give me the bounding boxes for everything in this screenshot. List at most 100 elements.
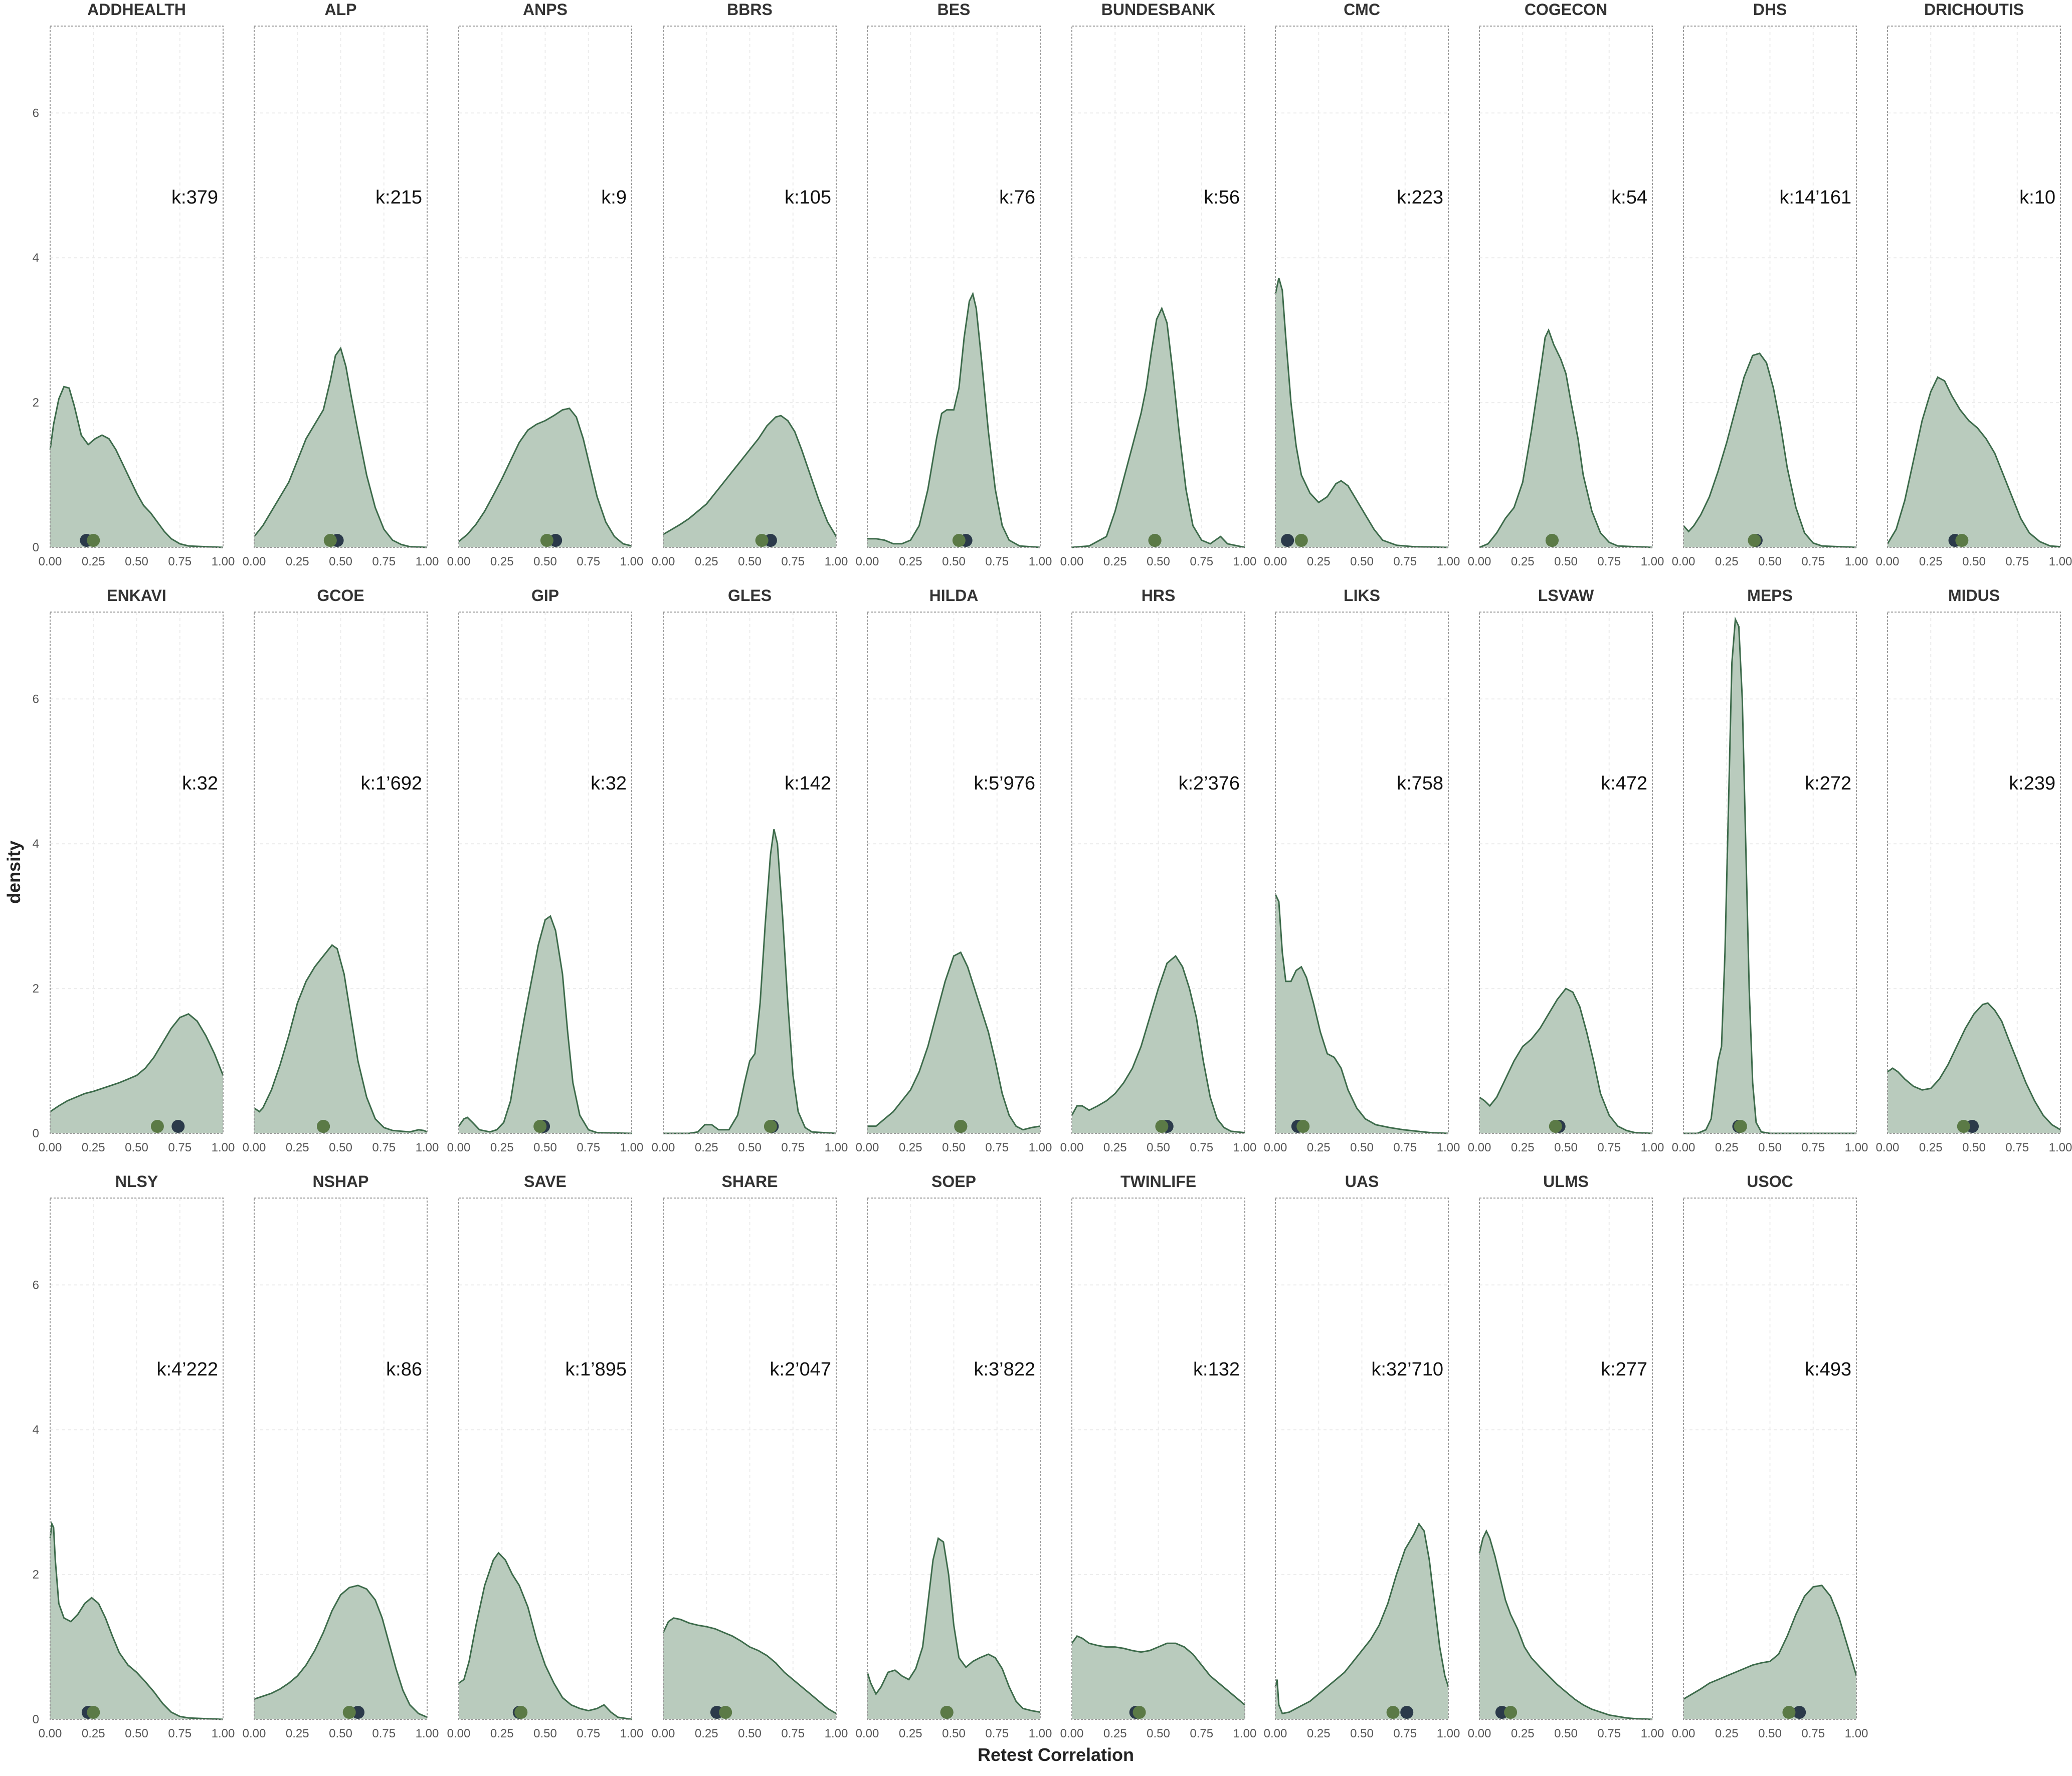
panel-frame [1683, 612, 1857, 1134]
x-tick-label: 0.75 [577, 1727, 600, 1740]
panel-title: LSVAW [1538, 586, 1594, 605]
x-tick-label: 1.00 [1029, 555, 1052, 568]
median-marker [719, 1706, 732, 1719]
x-tick-label: 0.00 [1876, 1141, 1900, 1154]
y-tick-label: 0 [33, 1127, 39, 1140]
x-tick-label: 0.25 [1103, 1141, 1127, 1154]
x-tick-label: 0.00 [1264, 555, 1287, 568]
panel-frame [254, 26, 428, 548]
x-tick-label: 0.25 [1511, 555, 1535, 568]
x-tick-label: 0.75 [168, 1141, 192, 1154]
x-tick-label: 0.75 [372, 1141, 396, 1154]
panel-alp: ALP k:215 0.00 0.25 0.50 0.75 1.00 [243, 1, 439, 568]
median-marker [87, 1706, 100, 1719]
panel-title: SOEP [931, 1172, 976, 1191]
panel-frame [1275, 1198, 1449, 1720]
x-tick-label: 0.50 [1554, 1727, 1578, 1740]
x-tick-label: 0.25 [490, 1141, 514, 1154]
x-tick-label: 0.75 [1801, 1727, 1825, 1740]
density-curve [1274, 278, 1449, 548]
x-tick-label: 0.50 [1350, 1141, 1374, 1154]
x-tick-label: 1.00 [620, 1727, 644, 1740]
k-label: k:10 [2019, 187, 2055, 208]
density-area [1275, 894, 1448, 1133]
panel-addhealth: ADDHEALTH k:379 0.00 0.25 0.50 0.75 1.00 0 2 4 6 [33, 1, 235, 568]
density-curve [1683, 616, 1856, 1134]
median-marker [1296, 1120, 1310, 1133]
panel-title: DRICHOUTIS [1924, 1, 2024, 19]
median-marker [954, 1120, 968, 1133]
panel-frame [1275, 612, 1449, 1134]
median-marker [540, 534, 553, 547]
x-tick-label: 0.50 [1962, 1141, 1986, 1154]
x-tick-label: 0.25 [695, 1727, 718, 1740]
k-label: k:239 [2009, 773, 2055, 794]
density-area [50, 386, 223, 547]
panel-title: ANPS [523, 1, 568, 19]
panel-frame [50, 612, 224, 1134]
panel-lsvaw: LSVAW k:472 0.00 0.25 0.50 0.75 1.00 [1468, 586, 1664, 1154]
density-area [1888, 377, 2060, 547]
x-tick-label: 0.25 [82, 555, 105, 568]
x-tick-label: 0.25 [1919, 555, 1943, 568]
panel-ulms: ULMS k:277 0.00 0.25 0.50 0.75 1.00 [1468, 1172, 1664, 1740]
panel-title: TWINLIFE [1120, 1172, 1196, 1191]
x-tick-label: 0.00 [243, 1727, 266, 1740]
x-tick-label: 1.00 [1233, 555, 1257, 568]
k-label: k:54 [1611, 187, 1647, 208]
panel-title: SHARE [721, 1172, 778, 1191]
y-tick-label: 2 [33, 396, 39, 410]
k-label: k:493 [1805, 1359, 1851, 1380]
k-label: k:758 [1397, 773, 1443, 794]
panel-meps: MEPS k:272 0.00 0.25 0.50 0.75 1.00 [1672, 586, 1868, 1154]
k-label: k:472 [1601, 773, 1647, 794]
x-tick-label: 0.75 [168, 1727, 192, 1740]
density-area [1072, 308, 1245, 547]
x-tick-label: 1.00 [1029, 1141, 1052, 1154]
x-tick-label: 1.00 [1029, 1727, 1052, 1740]
density-curve [867, 291, 1041, 548]
density-area [254, 945, 427, 1133]
k-label: k:5’976 [974, 773, 1035, 794]
density-curve [1071, 954, 1245, 1134]
y-tick-label: 4 [33, 251, 39, 265]
k-label: k:215 [375, 187, 422, 208]
x-tick-label: 0.00 [1876, 555, 1900, 568]
density-curve [50, 1013, 224, 1112]
x-tick-label: 0.75 [1393, 1727, 1417, 1740]
median-marker [342, 1706, 356, 1719]
median-marker [764, 1120, 777, 1133]
x-tick-label: 0.75 [1597, 1141, 1621, 1154]
x-tick-label: 0.00 [1264, 1727, 1287, 1740]
x-tick-label: 0.25 [1511, 1727, 1535, 1740]
panel-frame [1683, 1198, 1857, 1720]
density-area [1072, 956, 1245, 1133]
x-tick-label: 0.00 [243, 1141, 266, 1154]
panel-frame [663, 26, 837, 548]
median-marker [1504, 1706, 1518, 1719]
x-tick-label: 0.75 [1393, 555, 1417, 568]
panel-frame [1071, 1198, 1245, 1720]
panel-title: DHS [1753, 1, 1787, 19]
k-label: k:105 [785, 187, 831, 208]
x-tick-label: 0.50 [942, 1727, 966, 1740]
x-tick-label: 1.00 [825, 555, 848, 568]
x-tick-label: 0.00 [39, 555, 62, 568]
x-tick-label: 0.25 [1103, 1727, 1127, 1740]
panel-enkavi: ENKAVI k:32 0.00 0.25 0.50 0.75 1.00 0 2 4 6 [33, 586, 235, 1154]
x-tick-label: 1.00 [212, 1141, 235, 1154]
median-marker [1386, 1706, 1400, 1719]
panel-frame [1071, 612, 1245, 1134]
panel-frame [1275, 26, 1449, 548]
x-tick-label: 0.00 [1468, 1141, 1491, 1154]
x-tick-label: 0.50 [1962, 555, 1986, 568]
median-marker [1155, 1120, 1169, 1133]
x-tick-label: 0.50 [533, 1727, 557, 1740]
x-tick-label: 0.75 [781, 1727, 805, 1740]
panel-nlsy: NLSY k:4’222 0.00 0.25 0.50 0.75 1.00 0 2 4 6 [33, 1172, 235, 1740]
median-marker [940, 1706, 954, 1719]
k-label: k:32 [591, 773, 627, 794]
x-tick-label: 0.25 [899, 555, 922, 568]
x-axis-title: Retest Correlation [978, 1744, 1134, 1765]
